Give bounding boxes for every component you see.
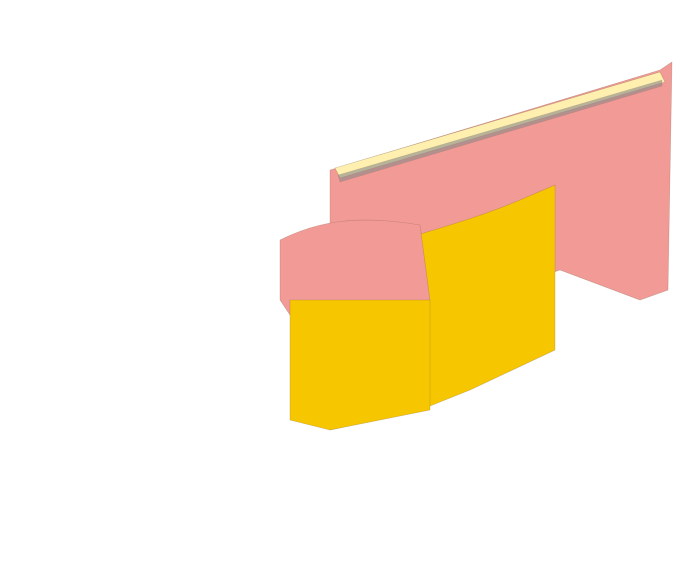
fence-panel-center-gold <box>289 299 431 431</box>
fence-top-cream-strip <box>334 71 666 179</box>
fence-top-grey-strip <box>337 79 663 183</box>
